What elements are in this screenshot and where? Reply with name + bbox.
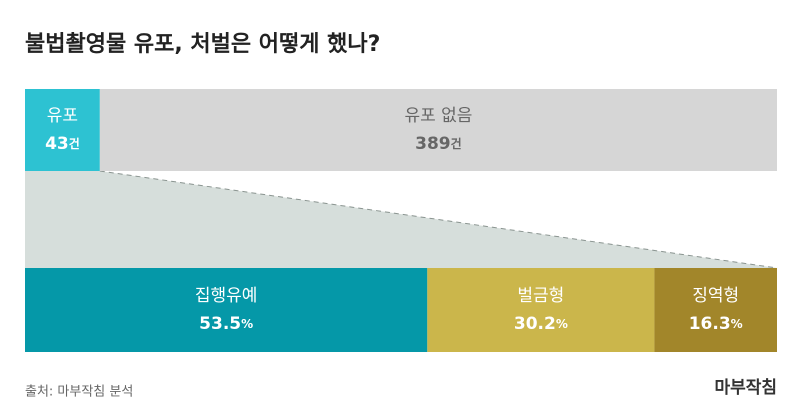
category-label: 집행유예: [195, 286, 258, 306]
logo: 마부작침: [714, 377, 777, 398]
category-label: 징역형: [692, 286, 739, 306]
value-label: 16.3%: [689, 314, 743, 334]
bar-segment: [427, 268, 655, 352]
category-label: 벌금형: [517, 286, 564, 306]
category-label: 유포 없음: [404, 106, 472, 126]
bar-segment: [99, 89, 777, 171]
category-label: 유포: [47, 106, 78, 126]
chart-title: 불법촬영물 유포, 처벌은 어떻게 했나?: [25, 32, 380, 57]
bar-segment: [654, 268, 777, 352]
value-label: 389건: [415, 134, 462, 154]
value-label: 53.5%: [199, 314, 253, 334]
connector-area: [25, 171, 777, 268]
bar-segment: [25, 268, 428, 352]
value-label: 43건: [45, 134, 80, 154]
connector-line: [99, 170, 778, 269]
bar-segment: [25, 89, 100, 171]
value-label: 30.2%: [514, 314, 568, 334]
connector: [25, 170, 778, 269]
source: 출처: 마부작침 분석: [25, 385, 133, 400]
